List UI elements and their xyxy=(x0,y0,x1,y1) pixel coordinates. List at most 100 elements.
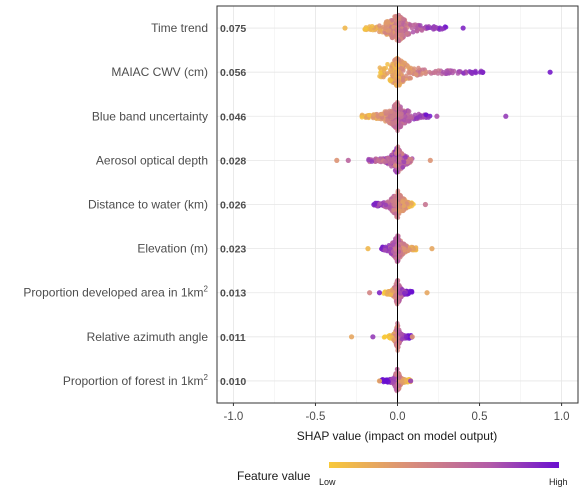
shap-point xyxy=(473,69,478,75)
shap-point-outlier xyxy=(345,157,351,163)
shap-point xyxy=(413,72,419,77)
shap-point-outlier xyxy=(460,25,466,31)
shap-point xyxy=(399,32,405,38)
feature-label: Aerosol optical depth xyxy=(96,153,208,167)
shap-point xyxy=(404,31,410,36)
shap-point xyxy=(396,208,402,213)
shap-point xyxy=(386,28,392,34)
shap-point-outlier xyxy=(370,334,376,340)
shap-point xyxy=(378,70,383,75)
shap-point xyxy=(389,35,395,40)
shap-point xyxy=(388,78,394,83)
feature-label: Proportion developed area in 1km2 xyxy=(23,285,208,300)
shap-point xyxy=(419,28,425,33)
shap-point xyxy=(451,68,457,74)
shap-point xyxy=(390,156,395,162)
shap-point xyxy=(398,332,403,337)
shap-point xyxy=(390,120,396,126)
shap-point xyxy=(369,23,375,29)
shap-point xyxy=(389,17,395,23)
shap-point xyxy=(399,336,405,342)
shap-point xyxy=(406,69,411,75)
shap-point-outlier xyxy=(503,113,509,119)
feature-label: Blue band uncertainty xyxy=(92,109,208,123)
shap-point xyxy=(383,25,388,31)
shap-point xyxy=(382,159,388,165)
shap-point xyxy=(390,242,396,248)
legend-low-label: Low xyxy=(319,477,336,487)
shap-point xyxy=(417,114,423,119)
shap-point xyxy=(392,292,398,298)
legend-title: Feature value xyxy=(237,469,311,483)
shap-point xyxy=(385,289,391,295)
shap-point xyxy=(392,202,397,208)
shap-point xyxy=(405,64,411,69)
shap-point xyxy=(432,70,438,76)
shap-point xyxy=(427,69,432,75)
shap-point-outlier xyxy=(342,25,348,31)
shap-point xyxy=(377,23,382,28)
shap-point xyxy=(408,156,414,162)
importance-values: 0.075 0.056 0.046 0.028 0.026 0.023 0.013 0.011… xyxy=(220,23,246,388)
shap-point xyxy=(403,334,409,340)
shap-point xyxy=(385,71,390,76)
shap-point xyxy=(423,69,429,75)
x-axis-ticks: -1.0 -0.5 0.0 0.5 1.0 xyxy=(223,403,570,423)
shap-point xyxy=(403,155,408,160)
feature-labels: Time trend MAIAC CWV (cm) Blue band uncert… xyxy=(23,21,208,388)
shap-point xyxy=(387,160,393,166)
shap-point xyxy=(388,67,393,73)
shap-point xyxy=(390,198,395,204)
shap-point xyxy=(410,29,416,35)
shap-point-outlier xyxy=(480,69,486,75)
shap-point xyxy=(401,203,407,209)
x-tick-label: -0.5 xyxy=(306,411,326,423)
importance-value: 0.046 xyxy=(220,111,246,123)
shap-point xyxy=(467,69,472,74)
shap-point xyxy=(368,27,373,33)
shap-point xyxy=(393,247,399,252)
shap-point xyxy=(394,103,400,108)
shap-point xyxy=(401,159,407,165)
shap-point xyxy=(388,292,394,297)
shap-point xyxy=(390,114,395,120)
shap-point xyxy=(411,22,416,28)
shap-point-outlier xyxy=(424,290,430,296)
shap-point-outlier xyxy=(547,69,553,75)
shap-point xyxy=(398,106,404,112)
shap-point xyxy=(379,111,384,117)
shap-point xyxy=(395,234,401,240)
feature-label: Distance to water (km) xyxy=(88,198,208,212)
shap-point xyxy=(386,19,391,25)
importance-value: 0.056 xyxy=(220,67,246,79)
shap-point xyxy=(397,28,403,33)
x-tick-label: 0.5 xyxy=(472,411,488,423)
shap-point xyxy=(407,114,412,120)
shap-point-outlier xyxy=(365,246,371,252)
legend-high-label: High xyxy=(549,477,568,487)
shap-point xyxy=(381,335,387,340)
shap-point xyxy=(386,155,391,161)
shap-point xyxy=(439,27,445,32)
feature-label: Relative azimuth angle xyxy=(87,330,209,344)
feature-label: Proportion of forest in 1km2 xyxy=(63,373,209,388)
x-axis-title: SHAP value (impact on model output) xyxy=(297,429,498,443)
shap-point-outlier xyxy=(409,334,415,340)
shap-point-outlier xyxy=(429,246,435,252)
shap-point-outlier xyxy=(408,378,414,384)
shap-point xyxy=(399,111,404,116)
shap-point xyxy=(400,16,406,22)
x-tick-label: -1.0 xyxy=(223,411,243,423)
shap-point xyxy=(366,113,372,118)
shap-point-outlier xyxy=(367,290,373,296)
shap-point xyxy=(383,202,389,208)
shap-point xyxy=(398,291,403,296)
shap-point xyxy=(391,337,397,343)
shap-point xyxy=(400,164,406,170)
shap-point xyxy=(382,247,388,253)
feature-label: MAIAC CWV (cm) xyxy=(111,65,208,79)
shap-point xyxy=(359,114,365,120)
shap-point xyxy=(369,159,375,164)
shap-point xyxy=(411,246,417,252)
